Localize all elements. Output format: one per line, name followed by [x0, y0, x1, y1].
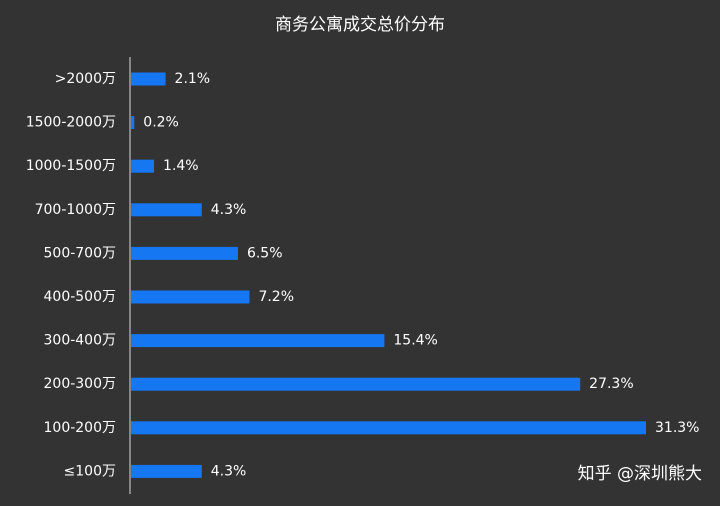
data-label: 6.5% [247, 245, 283, 261]
bar [131, 290, 250, 304]
chart-title: 商务公寓成交总价分布 [275, 15, 445, 35]
bar [131, 116, 135, 130]
data-label: 4.3% [211, 202, 247, 218]
category-label: 500-700万 [44, 245, 117, 261]
data-label: 0.2% [143, 115, 179, 131]
category-label: >2000万 [55, 71, 116, 87]
data-label: 7.2% [258, 289, 294, 305]
category-label: 400-500万 [44, 289, 117, 305]
bar [131, 246, 238, 260]
category-label: 200-300万 [44, 376, 117, 392]
data-label: 31.3% [655, 420, 699, 436]
data-label: 4.3% [211, 463, 247, 479]
bar [131, 203, 202, 217]
bar [131, 159, 155, 173]
bar [131, 421, 646, 435]
category-label: ≤100万 [64, 463, 116, 479]
data-label: 2.1% [175, 71, 211, 87]
category-label: 1500-2000万 [26, 115, 116, 131]
data-label: 1.4% [163, 158, 199, 174]
bar [131, 334, 385, 348]
data-label: 15.4% [393, 333, 437, 349]
bar [131, 72, 166, 86]
category-label: 700-1000万 [35, 202, 116, 218]
watermark-text: 知乎 @深圳熊大 [577, 464, 702, 484]
category-label: 1000-1500万 [26, 158, 116, 174]
category-label: 300-400万 [44, 333, 117, 349]
bar [131, 464, 202, 478]
category-label: 100-200万 [44, 420, 117, 436]
data-label: 27.3% [589, 376, 633, 392]
bar [131, 377, 581, 391]
